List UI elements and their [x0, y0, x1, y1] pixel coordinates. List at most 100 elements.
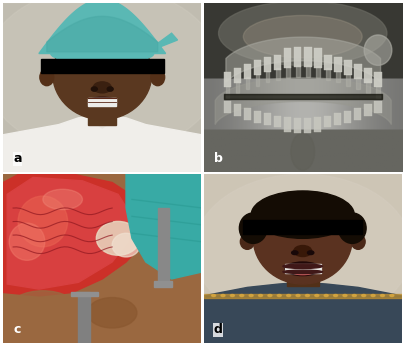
Polygon shape [7, 177, 132, 289]
Ellipse shape [151, 69, 165, 86]
Ellipse shape [268, 294, 272, 297]
Bar [294, 47, 301, 67]
Bar [344, 111, 352, 123]
Ellipse shape [294, 246, 312, 256]
Bar [374, 72, 382, 88]
Bar [158, 208, 168, 284]
Bar [285, 269, 321, 273]
Bar [234, 68, 241, 83]
Ellipse shape [324, 294, 328, 297]
Ellipse shape [343, 294, 347, 297]
Bar [236, 81, 239, 93]
Ellipse shape [107, 87, 113, 91]
Ellipse shape [307, 251, 314, 255]
Bar [316, 66, 320, 78]
Bar [296, 65, 300, 77]
Bar [266, 71, 269, 82]
Bar [334, 57, 342, 72]
Ellipse shape [18, 196, 68, 247]
Ellipse shape [112, 233, 140, 257]
Bar [376, 86, 380, 98]
Bar [254, 111, 261, 123]
Ellipse shape [390, 294, 394, 297]
Bar [356, 78, 360, 89]
Ellipse shape [251, 191, 354, 238]
Ellipse shape [334, 294, 337, 297]
Bar [284, 48, 292, 68]
Ellipse shape [364, 35, 392, 65]
Bar [286, 66, 290, 78]
Ellipse shape [87, 298, 137, 328]
Ellipse shape [40, 69, 54, 86]
Bar [284, 117, 291, 132]
Polygon shape [152, 33, 177, 50]
Bar [154, 281, 172, 288]
Bar [244, 108, 251, 120]
Ellipse shape [315, 294, 319, 297]
Ellipse shape [212, 294, 215, 297]
Bar [324, 116, 331, 127]
Ellipse shape [53, 28, 152, 119]
Ellipse shape [230, 294, 234, 297]
Ellipse shape [240, 294, 244, 297]
Ellipse shape [291, 133, 315, 170]
Polygon shape [204, 282, 402, 343]
Ellipse shape [239, 213, 267, 243]
Ellipse shape [277, 294, 281, 297]
Bar [79, 292, 90, 343]
Ellipse shape [283, 270, 322, 274]
Bar [324, 55, 332, 70]
Bar [364, 104, 371, 116]
Ellipse shape [219, 1, 387, 65]
Ellipse shape [351, 234, 365, 249]
Ellipse shape [253, 193, 352, 284]
Bar [375, 101, 382, 113]
Bar [354, 108, 362, 120]
Ellipse shape [296, 294, 300, 297]
Bar [287, 271, 319, 286]
Bar [326, 68, 330, 80]
Bar [204, 294, 402, 298]
Ellipse shape [51, 43, 154, 64]
Bar [243, 220, 362, 234]
Ellipse shape [240, 234, 254, 249]
Bar [264, 57, 271, 72]
Ellipse shape [140, 210, 168, 247]
Ellipse shape [339, 213, 366, 243]
Ellipse shape [194, 174, 405, 326]
Ellipse shape [43, 189, 83, 210]
Bar [346, 74, 350, 85]
Bar [224, 101, 231, 113]
Ellipse shape [93, 82, 111, 93]
Bar [274, 116, 281, 127]
Bar [276, 68, 279, 80]
Polygon shape [3, 174, 146, 296]
Bar [294, 118, 301, 133]
Bar [314, 48, 322, 68]
Ellipse shape [380, 294, 384, 297]
Bar [336, 71, 340, 82]
Ellipse shape [371, 294, 375, 297]
Bar [234, 104, 241, 116]
Bar [70, 292, 98, 296]
Ellipse shape [283, 264, 322, 268]
Ellipse shape [92, 87, 97, 91]
Bar [88, 108, 116, 125]
Ellipse shape [147, 216, 161, 240]
Text: a: a [13, 152, 21, 165]
Polygon shape [39, 0, 166, 54]
Ellipse shape [150, 215, 158, 228]
Bar [224, 72, 231, 88]
Ellipse shape [88, 97, 116, 107]
Ellipse shape [292, 251, 298, 255]
Ellipse shape [8, 291, 77, 328]
Bar [354, 64, 362, 79]
Bar [246, 78, 249, 89]
Bar [304, 47, 311, 67]
Ellipse shape [285, 262, 321, 275]
Bar [314, 117, 321, 132]
Ellipse shape [0, 0, 221, 155]
Ellipse shape [287, 294, 291, 297]
Ellipse shape [221, 294, 225, 297]
Ellipse shape [258, 294, 262, 297]
